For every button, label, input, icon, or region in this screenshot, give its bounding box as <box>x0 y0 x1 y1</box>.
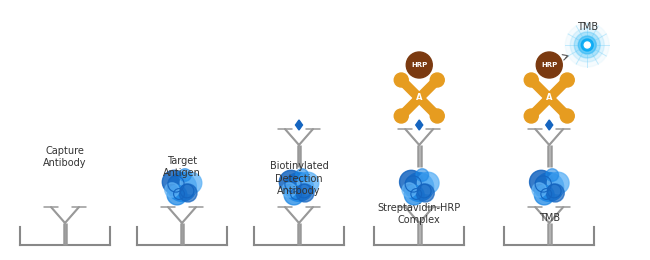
Circle shape <box>430 109 444 123</box>
Circle shape <box>296 169 308 181</box>
Circle shape <box>532 183 547 197</box>
Polygon shape <box>546 120 552 130</box>
Circle shape <box>179 184 197 202</box>
Circle shape <box>570 28 604 62</box>
Circle shape <box>530 170 553 194</box>
Circle shape <box>165 183 179 197</box>
Circle shape <box>525 109 538 123</box>
Circle shape <box>180 172 202 194</box>
Circle shape <box>536 52 562 78</box>
Circle shape <box>546 184 564 202</box>
Circle shape <box>581 39 593 51</box>
Circle shape <box>162 170 186 194</box>
Circle shape <box>406 52 432 78</box>
Text: HRP: HRP <box>411 62 428 68</box>
Circle shape <box>402 183 417 197</box>
Text: A: A <box>416 94 422 102</box>
Circle shape <box>525 73 538 87</box>
Circle shape <box>574 32 600 58</box>
Text: TMB: TMB <box>539 213 560 223</box>
Circle shape <box>168 173 196 202</box>
Circle shape <box>417 172 439 194</box>
Circle shape <box>546 169 558 181</box>
Text: TMB: TMB <box>577 22 598 32</box>
Circle shape <box>285 173 313 202</box>
Polygon shape <box>296 120 302 130</box>
Circle shape <box>560 73 574 87</box>
Circle shape <box>296 184 314 202</box>
Text: Biotinylated
Detection
Antibody: Biotinylated Detection Antibody <box>270 161 328 196</box>
Text: Streptavidin-HRP
Complex: Streptavidin-HRP Complex <box>378 203 461 225</box>
Circle shape <box>430 73 444 87</box>
Circle shape <box>395 73 408 87</box>
Text: HRP: HRP <box>541 62 558 68</box>
Circle shape <box>280 170 303 194</box>
Circle shape <box>167 185 187 205</box>
Circle shape <box>179 169 191 181</box>
Circle shape <box>297 172 318 194</box>
Circle shape <box>404 185 424 205</box>
Text: Capture
Antibody: Capture Antibody <box>44 146 86 168</box>
Text: A: A <box>546 94 552 102</box>
Circle shape <box>284 185 304 205</box>
Circle shape <box>535 173 564 202</box>
Circle shape <box>566 23 609 67</box>
Circle shape <box>547 172 569 194</box>
Circle shape <box>416 169 428 181</box>
Circle shape <box>405 173 434 202</box>
Circle shape <box>282 183 296 197</box>
Circle shape <box>395 109 408 123</box>
Circle shape <box>416 184 434 202</box>
Circle shape <box>560 109 574 123</box>
Polygon shape <box>416 120 422 130</box>
Circle shape <box>400 170 423 194</box>
Circle shape <box>578 36 596 54</box>
Circle shape <box>584 42 590 48</box>
Circle shape <box>534 185 554 205</box>
Text: Target
Antigen: Target Antigen <box>163 156 201 178</box>
